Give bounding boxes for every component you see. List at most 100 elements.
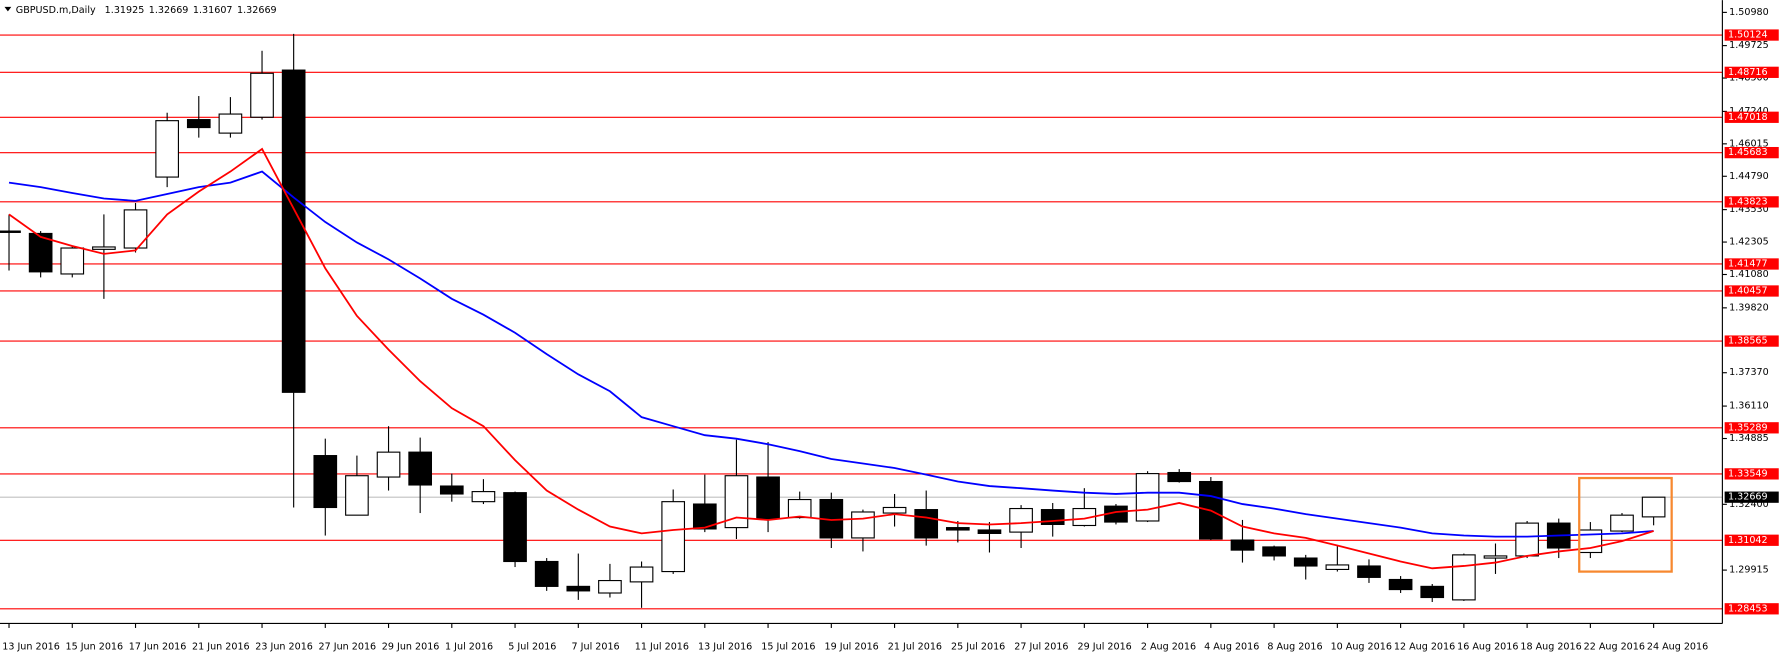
x-tick-label: 2 Aug 2016 bbox=[1141, 642, 1196, 653]
candle-body bbox=[1357, 565, 1381, 578]
x-tick-label: 29 Jun 2016 bbox=[382, 642, 440, 653]
x-tick-label: 18 Aug 2016 bbox=[1520, 642, 1581, 653]
level-label-bg bbox=[1724, 534, 1779, 546]
candle-body bbox=[534, 560, 559, 587]
candle-body bbox=[28, 232, 53, 273]
candle-body bbox=[123, 209, 148, 249]
candle-body bbox=[1452, 554, 1476, 601]
level-label: 1.35289 bbox=[1728, 422, 1768, 433]
x-tick-label: 27 Jul 2016 bbox=[1014, 642, 1068, 653]
level-label-bg bbox=[1724, 196, 1779, 208]
candle-body bbox=[281, 69, 306, 393]
candle-body bbox=[1325, 564, 1350, 571]
last-price-label-bg bbox=[1724, 491, 1779, 503]
candle-body bbox=[882, 506, 907, 514]
level-label-bg bbox=[1724, 422, 1779, 434]
x-tick-label: 7 Jul 2016 bbox=[572, 642, 620, 653]
candle-body bbox=[313, 455, 338, 509]
candle-body bbox=[0, 230, 21, 233]
level-label-bg bbox=[1724, 335, 1779, 347]
candle-body bbox=[1230, 539, 1255, 551]
candle-body bbox=[155, 120, 179, 178]
candle-body bbox=[1009, 507, 1033, 533]
candle-body bbox=[756, 476, 780, 520]
chart-header: GBPUSD.m,Daily 1.31925 1.32669 1.31607 1.326… bbox=[16, 5, 277, 16]
level-label-bg bbox=[1724, 285, 1779, 297]
candle-body bbox=[914, 509, 939, 539]
candle-body bbox=[186, 119, 211, 129]
candle-body bbox=[566, 585, 591, 592]
ma-line bbox=[8, 147, 1654, 570]
x-tick-label: 21 Jul 2016 bbox=[888, 642, 942, 653]
level-label: 1.50124 bbox=[1728, 30, 1768, 41]
level-label-bg bbox=[1724, 468, 1779, 480]
candle-body bbox=[692, 503, 717, 530]
candle-body bbox=[724, 475, 749, 529]
header-low: 1.31607 bbox=[193, 5, 233, 16]
chart-title: GBPUSD.m,Daily bbox=[16, 5, 96, 16]
candle-body bbox=[345, 475, 369, 516]
y-tick-label: 1.32400 bbox=[1729, 499, 1769, 510]
menu-triangle[interactable] bbox=[4, 6, 12, 12]
y-tick-label: 1.43530 bbox=[1729, 204, 1769, 215]
level-label: 1.45683 bbox=[1728, 147, 1768, 158]
x-tick-label: 12 Aug 2016 bbox=[1394, 642, 1455, 653]
level-label-bg bbox=[1724, 66, 1779, 78]
plot-layer: 1.50980 1.49725 1.48500 1.47240 1.46015 1.447… bbox=[0, 7, 1779, 653]
level-label-bg bbox=[1724, 111, 1779, 123]
x-tick-label: 19 Jul 2016 bbox=[825, 642, 879, 653]
x-tick-label: 13 Jun 2016 bbox=[2, 642, 60, 653]
candle-body bbox=[1135, 473, 1160, 522]
x-tick-label: 25 Jul 2016 bbox=[951, 642, 1005, 653]
candle-body bbox=[92, 246, 116, 250]
y-tick-label: 1.41080 bbox=[1729, 269, 1769, 280]
level-label: 1.28453 bbox=[1728, 603, 1768, 614]
y-tick-label: 1.49725 bbox=[1729, 40, 1769, 51]
candle-body bbox=[60, 247, 85, 275]
level-label: 1.31042 bbox=[1728, 535, 1768, 546]
candle-body bbox=[1262, 546, 1286, 557]
candle-body bbox=[250, 72, 274, 118]
candle-body bbox=[503, 492, 527, 563]
candle-body bbox=[1483, 555, 1508, 559]
x-tick-label: 4 Aug 2016 bbox=[1204, 642, 1259, 653]
y-tick-label: 1.42305 bbox=[1729, 237, 1769, 248]
candle-body bbox=[1420, 585, 1445, 599]
level-label: 1.43823 bbox=[1728, 196, 1768, 207]
y-tick-label: 1.44790 bbox=[1729, 171, 1769, 182]
candle-body bbox=[1610, 514, 1634, 532]
x-tick-label: 24 Aug 2016 bbox=[1647, 642, 1708, 653]
last-price-label: 1.32669 bbox=[1728, 492, 1768, 503]
x-tick-label: 1 Jul 2016 bbox=[445, 642, 493, 653]
level-label: 1.40457 bbox=[1728, 285, 1768, 296]
level-label: 1.47018 bbox=[1728, 112, 1768, 123]
level-label-bg bbox=[1724, 258, 1779, 270]
candle-body bbox=[471, 491, 496, 503]
x-tick-label: 11 Jul 2016 bbox=[635, 642, 689, 653]
candle-body bbox=[787, 498, 812, 519]
candle-body bbox=[598, 579, 622, 594]
candle-body bbox=[1641, 496, 1666, 518]
level-label-bg bbox=[1724, 29, 1779, 41]
candle-body bbox=[1167, 471, 1192, 483]
candle-body bbox=[218, 113, 243, 134]
x-tick-label: 23 Jun 2016 bbox=[255, 642, 313, 653]
x-tick-label: 22 Aug 2016 bbox=[1584, 642, 1645, 653]
candle-body bbox=[1515, 522, 1539, 557]
y-tick-label: 1.36110 bbox=[1729, 401, 1769, 412]
x-tick-label: 5 Jul 2016 bbox=[508, 642, 556, 653]
y-tick-label: 1.37370 bbox=[1729, 367, 1769, 378]
header-open: 1.31925 bbox=[105, 5, 145, 16]
level-label-bg bbox=[1724, 603, 1779, 615]
x-tick-label: 17 Jun 2016 bbox=[129, 642, 187, 653]
level-label-bg bbox=[1724, 146, 1779, 159]
y-tick-label: 1.34885 bbox=[1729, 433, 1769, 444]
header-close: 1.32669 bbox=[237, 5, 277, 16]
highlight-box bbox=[1578, 476, 1673, 573]
x-tick-label: 15 Jun 2016 bbox=[66, 642, 124, 653]
x-tick-label: 27 Jun 2016 bbox=[319, 642, 377, 653]
candle-body bbox=[629, 566, 654, 583]
y-tick-label: 1.47240 bbox=[1729, 106, 1769, 117]
